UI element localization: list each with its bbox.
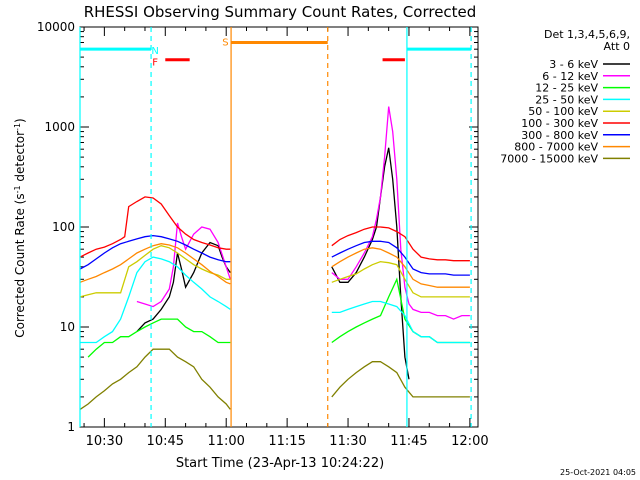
series-line	[79, 245, 231, 298]
x-axis-label: Start Time (23-Apr-13 10:24:22)	[176, 456, 384, 471]
y-tick-label: 1	[67, 420, 75, 434]
legend-label: 12 - 25 keV	[535, 82, 598, 95]
ylabel-sup2: -1	[13, 123, 22, 131]
y-tick-label: 10000	[37, 20, 75, 34]
x-tick-label: 11:15	[268, 434, 305, 449]
ylabel-mid: detector	[13, 131, 27, 186]
legend-header-1: Det 1,3,4,5,6,9,	[544, 28, 630, 41]
legend-label: 3 - 6 keV	[549, 58, 598, 71]
legend-label: 50 - 100 keV	[528, 105, 598, 118]
x-tick-label: 10:45	[147, 434, 184, 449]
series-line	[331, 300, 470, 344]
series-line	[331, 361, 470, 398]
series-line	[331, 106, 470, 320]
series-line	[331, 226, 470, 262]
series-line	[87, 318, 231, 358]
legend-header-2: Att 0	[604, 40, 630, 53]
y-tick-label: 100	[52, 220, 75, 234]
series-line	[136, 241, 231, 333]
mode-label: N	[151, 46, 158, 57]
series-line	[331, 261, 470, 298]
footer-timestamp: 25-Oct-2021 04:05	[560, 468, 636, 477]
x-tick-label: 11:30	[329, 434, 366, 449]
y-axis-label: Corrected Count Rate (s-1 detector-1)	[13, 118, 28, 337]
series-line	[136, 222, 231, 308]
x-tick-label: 11:45	[390, 434, 427, 449]
y-tick-label: 10	[60, 320, 75, 334]
ylabel-end: )	[13, 118, 27, 123]
plot-frame	[79, 26, 479, 428]
mode-label: F	[152, 58, 158, 69]
series-line	[79, 196, 231, 258]
legend-label: 7000 - 15000 keV	[500, 152, 598, 165]
legend-label: 100 - 300 keV	[521, 117, 598, 130]
x-tick-label: 11:00	[207, 434, 244, 449]
legend-label: 6 - 12 keV	[542, 70, 598, 83]
series-line	[331, 240, 470, 276]
ylabel-main: Corrected Count Rate (s	[13, 193, 27, 337]
legend-label: 300 - 800 keV	[521, 129, 598, 142]
mode-label: S	[222, 37, 228, 48]
series-line	[80, 256, 231, 344]
plot-area: 1 10 100 1000 10000 10:30 10:45 11:00 11:15 11:30…	[37, 20, 489, 449]
series-line	[331, 247, 470, 288]
svg-text:Corrected Count Rate (s-1 dete: Corrected Count Rate (s-1 detector-1)	[13, 118, 28, 337]
y-tick-label: 1000	[44, 120, 75, 134]
legend-label: 25 - 50 keV	[535, 93, 598, 106]
x-tick-label: 10:30	[86, 434, 123, 449]
legend-label: 800 - 7000 keV	[514, 141, 598, 154]
x-tick-label: 12:00	[451, 434, 488, 449]
series-line	[79, 234, 231, 270]
chart-title: RHESSI Observing Summary Count Rates, Co…	[84, 3, 477, 21]
series-line	[79, 243, 231, 285]
series-line	[79, 348, 231, 410]
ylabel-sup1: -1	[13, 185, 22, 193]
